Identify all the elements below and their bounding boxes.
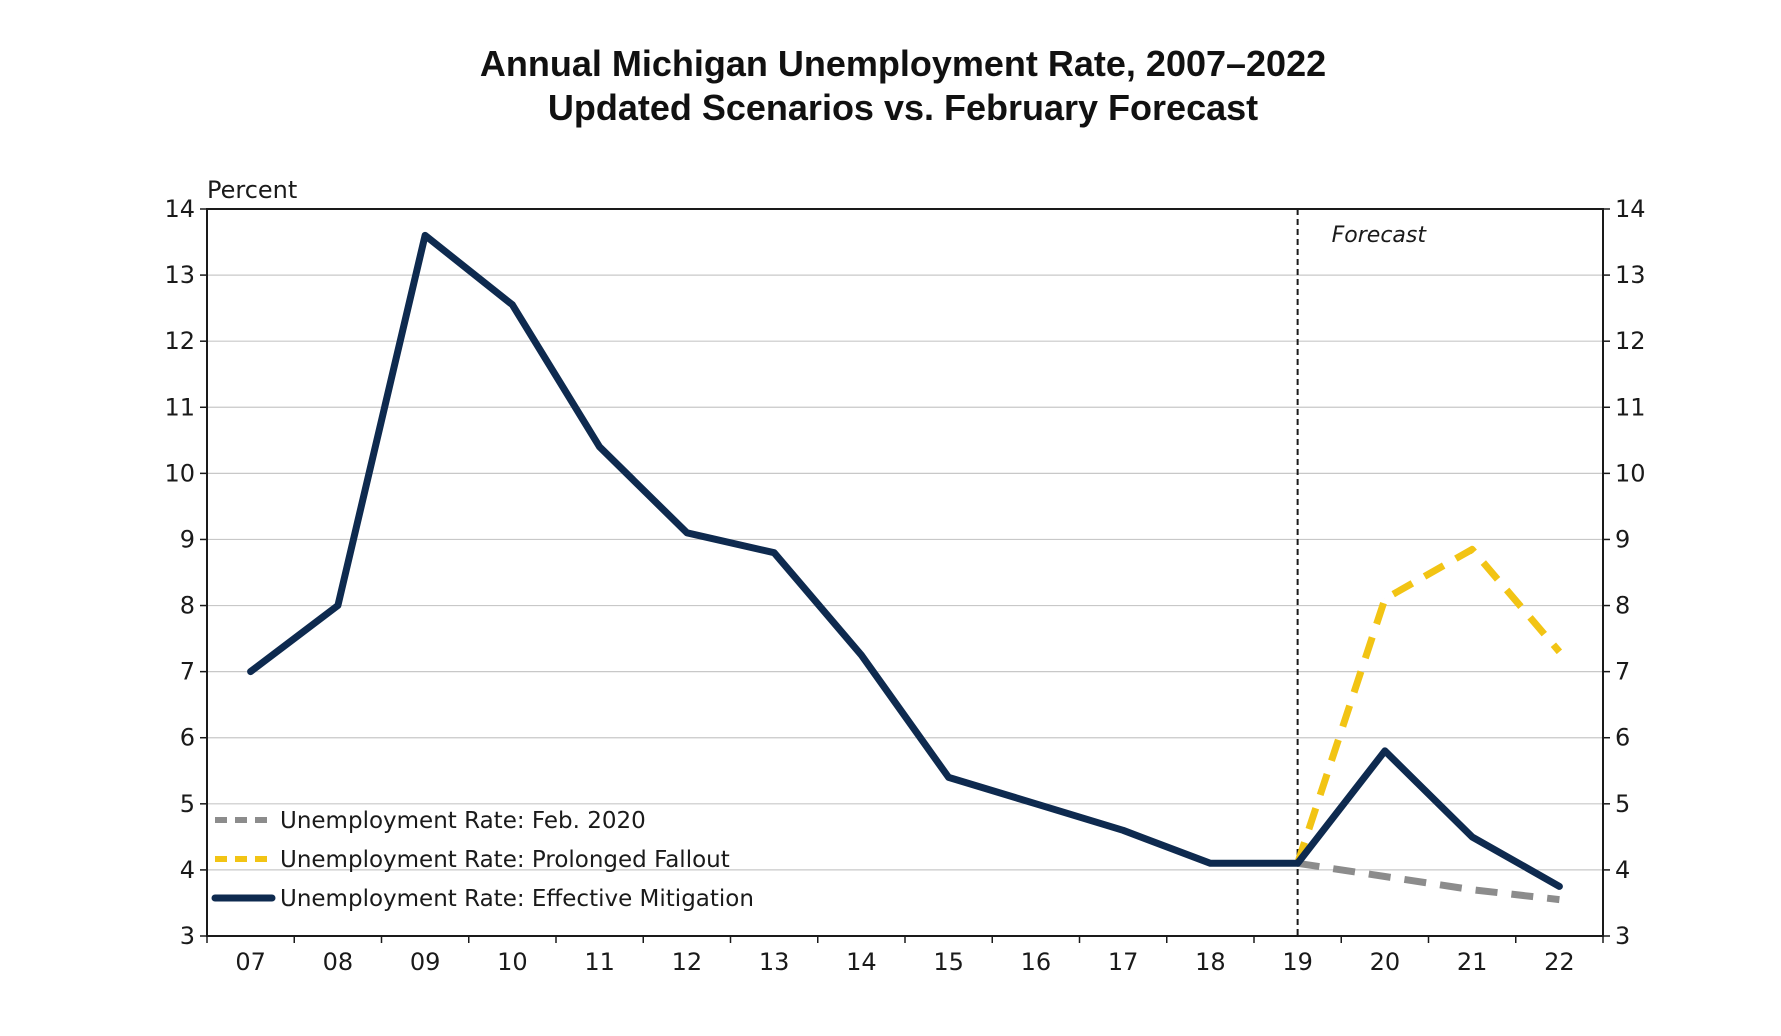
x-tick-label: 07: [235, 948, 266, 976]
forecast-label: Forecast: [1332, 223, 1428, 248]
series-line-0: [1297, 859, 1560, 904]
y-tick-label-left: 3: [180, 922, 195, 950]
y-tick-label-left: 4: [180, 856, 195, 884]
y-tick-label-left: 14: [164, 195, 195, 223]
x-tick-label: 08: [323, 948, 354, 976]
y-tick-label-left: 5: [180, 790, 195, 818]
legend-label-2: Unemployment Rate: Effective Mitigation: [280, 886, 754, 912]
x-tick-label: 09: [410, 948, 441, 976]
legend-label-0: Unemployment Rate: Feb. 2020: [280, 808, 646, 834]
y-tick-label-left: 13: [164, 261, 195, 289]
y-tick-label-right: 13: [1615, 261, 1646, 289]
x-tick-label: 17: [1108, 948, 1139, 976]
series-0: [1297, 859, 1560, 904]
x-tick-label: 18: [1195, 948, 1226, 976]
axes: 3 3 4 4 5 5 6 6 7 7 8 8 9 9 10 10 11 11 12 12 13 13 14 14 07 08 09…: [164, 195, 1645, 976]
y-axis-unit-label: Percent: [207, 176, 297, 204]
gridlines: [207, 274, 1603, 871]
y-tick-label-right: 12: [1615, 327, 1646, 355]
legend: Unemployment Rate: Feb. 2020 Unemployment…: [211, 808, 754, 912]
y-tick-label-left: 12: [164, 327, 195, 355]
x-tick-label: 11: [584, 948, 615, 976]
y-tick-label-left: 8: [180, 592, 195, 620]
x-tick-label: 14: [846, 948, 877, 976]
x-tick-label: 10: [497, 948, 528, 976]
y-tick-label-right: 4: [1615, 856, 1630, 884]
legend-label-1: Unemployment Rate: Prolonged Fallout: [280, 847, 730, 873]
y-tick-label-right: 8: [1615, 592, 1630, 620]
y-tick-label-right: 5: [1615, 790, 1630, 818]
x-tick-label: 19: [1282, 948, 1313, 976]
x-tick-label: 21: [1457, 948, 1488, 976]
x-tick-label: 15: [933, 948, 964, 976]
y-tick-label-right: 3: [1615, 922, 1630, 950]
y-tick-label-left: 11: [164, 393, 195, 421]
y-tick-label-right: 7: [1615, 658, 1630, 686]
y-tick-label-right: 11: [1615, 393, 1646, 421]
y-tick-label-left: 9: [180, 525, 195, 553]
series-lines: [247, 231, 1563, 904]
x-tick-label: 22: [1544, 948, 1575, 976]
chart-title: Annual Michigan Unemployment Rate, 2007–…: [480, 43, 1326, 84]
y-tick-label-right: 10: [1615, 459, 1646, 487]
y-tick-label-left: 6: [180, 724, 195, 752]
x-tick-label: 13: [759, 948, 790, 976]
y-tick-label-left: 10: [164, 459, 195, 487]
series-line-2: [247, 231, 1563, 890]
x-tick-label: 16: [1021, 948, 1052, 976]
y-tick-label-right: 14: [1615, 195, 1646, 223]
y-tick-label-right: 6: [1615, 724, 1630, 752]
series-2: [247, 231, 1563, 890]
x-tick-label: 20: [1370, 948, 1401, 976]
x-tick-label: 12: [672, 948, 703, 976]
series-line-1: [1294, 545, 1563, 865]
chart-subtitle: Updated Scenarios vs. February Forecast: [548, 87, 1258, 128]
y-tick-label-left: 7: [180, 658, 195, 686]
forecast-region: Forecast: [1296, 209, 1428, 936]
y-tick-label-right: 9: [1615, 525, 1630, 553]
